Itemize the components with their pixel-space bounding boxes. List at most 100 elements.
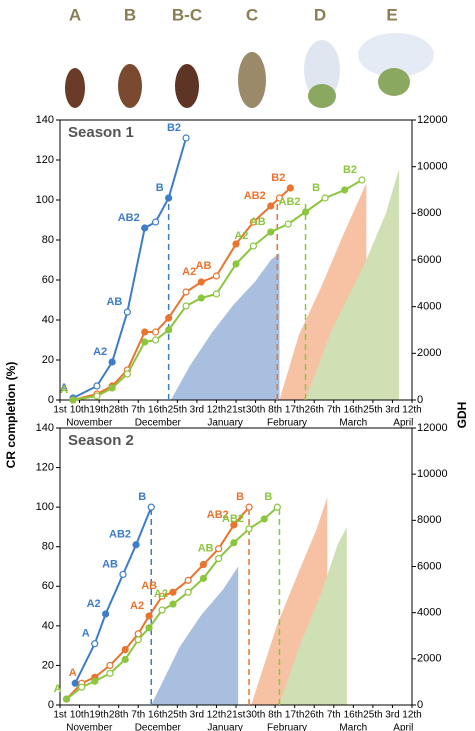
y2-tick-label: 8000	[417, 207, 441, 219]
gdh-area	[170, 253, 280, 400]
cr-point	[260, 515, 268, 523]
cr-point	[165, 326, 173, 334]
cr-point	[199, 574, 208, 582]
x-tick-label: 28th	[109, 710, 128, 721]
y2-tick-label: 0	[417, 699, 423, 711]
month-label: January	[207, 723, 243, 731]
stage-point-label: A2	[182, 266, 196, 278]
stage-label: B	[124, 5, 136, 24]
y-tick-label: 80	[42, 541, 54, 553]
stage-point-label: AB	[106, 296, 122, 308]
cr-point	[182, 134, 190, 142]
cr-point	[158, 592, 166, 600]
x-tick-label: 3rd	[385, 405, 399, 416]
month-label: December	[135, 723, 182, 731]
month-label: February	[267, 418, 307, 429]
stage-point-label: B2	[167, 122, 181, 134]
cr-point	[267, 202, 275, 210]
y-tick-label: 140	[36, 114, 54, 126]
cr-point	[152, 336, 160, 344]
cr-point	[93, 382, 101, 390]
cr-point	[245, 525, 253, 533]
y2-tick-label: 4000	[417, 301, 441, 313]
y-tick-label: 100	[36, 194, 54, 206]
cr-point	[123, 370, 131, 378]
cr-point	[341, 186, 349, 194]
x-tick-label: 25th	[363, 710, 382, 721]
stage-point-label: A2	[154, 588, 168, 600]
stage-label: B-C	[172, 5, 202, 24]
cr-point	[197, 278, 205, 286]
stage-label: E	[386, 5, 397, 24]
y-tick-label: 60	[42, 580, 54, 592]
stage-point-label: A	[60, 382, 68, 394]
gdh-area	[305, 169, 399, 400]
cr-point	[108, 358, 116, 366]
x-tick-label: 3rd	[190, 405, 204, 416]
x-tick-label: 16th	[344, 405, 363, 416]
y-tick-label: 120	[36, 154, 54, 166]
x-tick-label: 16th	[148, 405, 167, 416]
stage-point-label: A2	[87, 598, 101, 610]
stage-point-label: B	[138, 491, 146, 503]
cr-point	[78, 683, 86, 691]
cr-point	[141, 338, 149, 346]
cr-point	[212, 272, 221, 280]
cr-point	[165, 194, 173, 202]
chart-title: Season 2	[68, 432, 134, 449]
x-tick-label: 16th	[344, 710, 363, 721]
month-label: January	[207, 418, 243, 429]
x-tick-label: 1st	[53, 405, 67, 416]
stage-point-label: AB	[141, 580, 157, 592]
month-label: March	[339, 723, 367, 731]
y-tick-label: 60	[42, 274, 54, 286]
x-tick-label: 7th	[131, 710, 145, 721]
cr-point	[134, 630, 142, 638]
x-tick-label: 16th	[148, 710, 167, 721]
cr-point	[91, 677, 99, 685]
stage-point-label: A2	[130, 600, 144, 612]
stage-point-label: B	[156, 182, 164, 194]
x-tick-label: 3rd	[385, 710, 399, 721]
cr-point	[106, 669, 114, 677]
cr-point	[71, 679, 79, 687]
stage-point-label: A	[54, 683, 62, 695]
cr-point	[91, 640, 99, 648]
y2-tick-label: 12000	[417, 422, 448, 434]
x-tick-label: 7th	[131, 405, 145, 416]
stage-point-label: AB2	[109, 529, 131, 541]
cr-point	[215, 545, 223, 553]
x-tick-label: 17th	[285, 405, 304, 416]
y-tick-label: 0	[48, 699, 54, 711]
cr-point	[132, 541, 140, 549]
y-tick-label: 140	[36, 422, 54, 434]
cr-point	[230, 521, 238, 529]
y-tick-label: 0	[48, 394, 54, 406]
stage-point-label: A2	[234, 230, 248, 242]
x-tick-label: 10th	[70, 405, 89, 416]
stage-point-label: A	[82, 628, 90, 640]
stage-point-label: AB2	[222, 513, 244, 525]
y2-tick-label: 0	[417, 394, 423, 406]
x-tick-label: 12th	[207, 405, 226, 416]
cr-point	[62, 695, 71, 703]
stage-label: C	[246, 5, 258, 24]
y-axis-label: CR completion (%)	[4, 362, 18, 469]
cr-point	[301, 208, 310, 216]
stage-point-label: B2	[271, 172, 285, 184]
x-tick-label: 12th	[402, 710, 421, 721]
y-tick-label: 100	[36, 501, 54, 513]
cr-point	[152, 218, 160, 226]
x-tick-label: 7th	[327, 405, 341, 416]
cr-point	[232, 260, 240, 268]
cr-point	[286, 184, 294, 192]
y-tick-label: 120	[36, 461, 54, 473]
stage-point-label: AB2	[207, 509, 229, 521]
stage-label: D	[314, 5, 326, 24]
cr-point	[212, 290, 221, 298]
cr-point	[184, 576, 192, 584]
stage-point-label: AB2	[118, 212, 140, 224]
cr-point	[184, 588, 192, 596]
stage-point-label: A2	[93, 346, 107, 358]
x-tick-label: 21st	[227, 710, 246, 721]
